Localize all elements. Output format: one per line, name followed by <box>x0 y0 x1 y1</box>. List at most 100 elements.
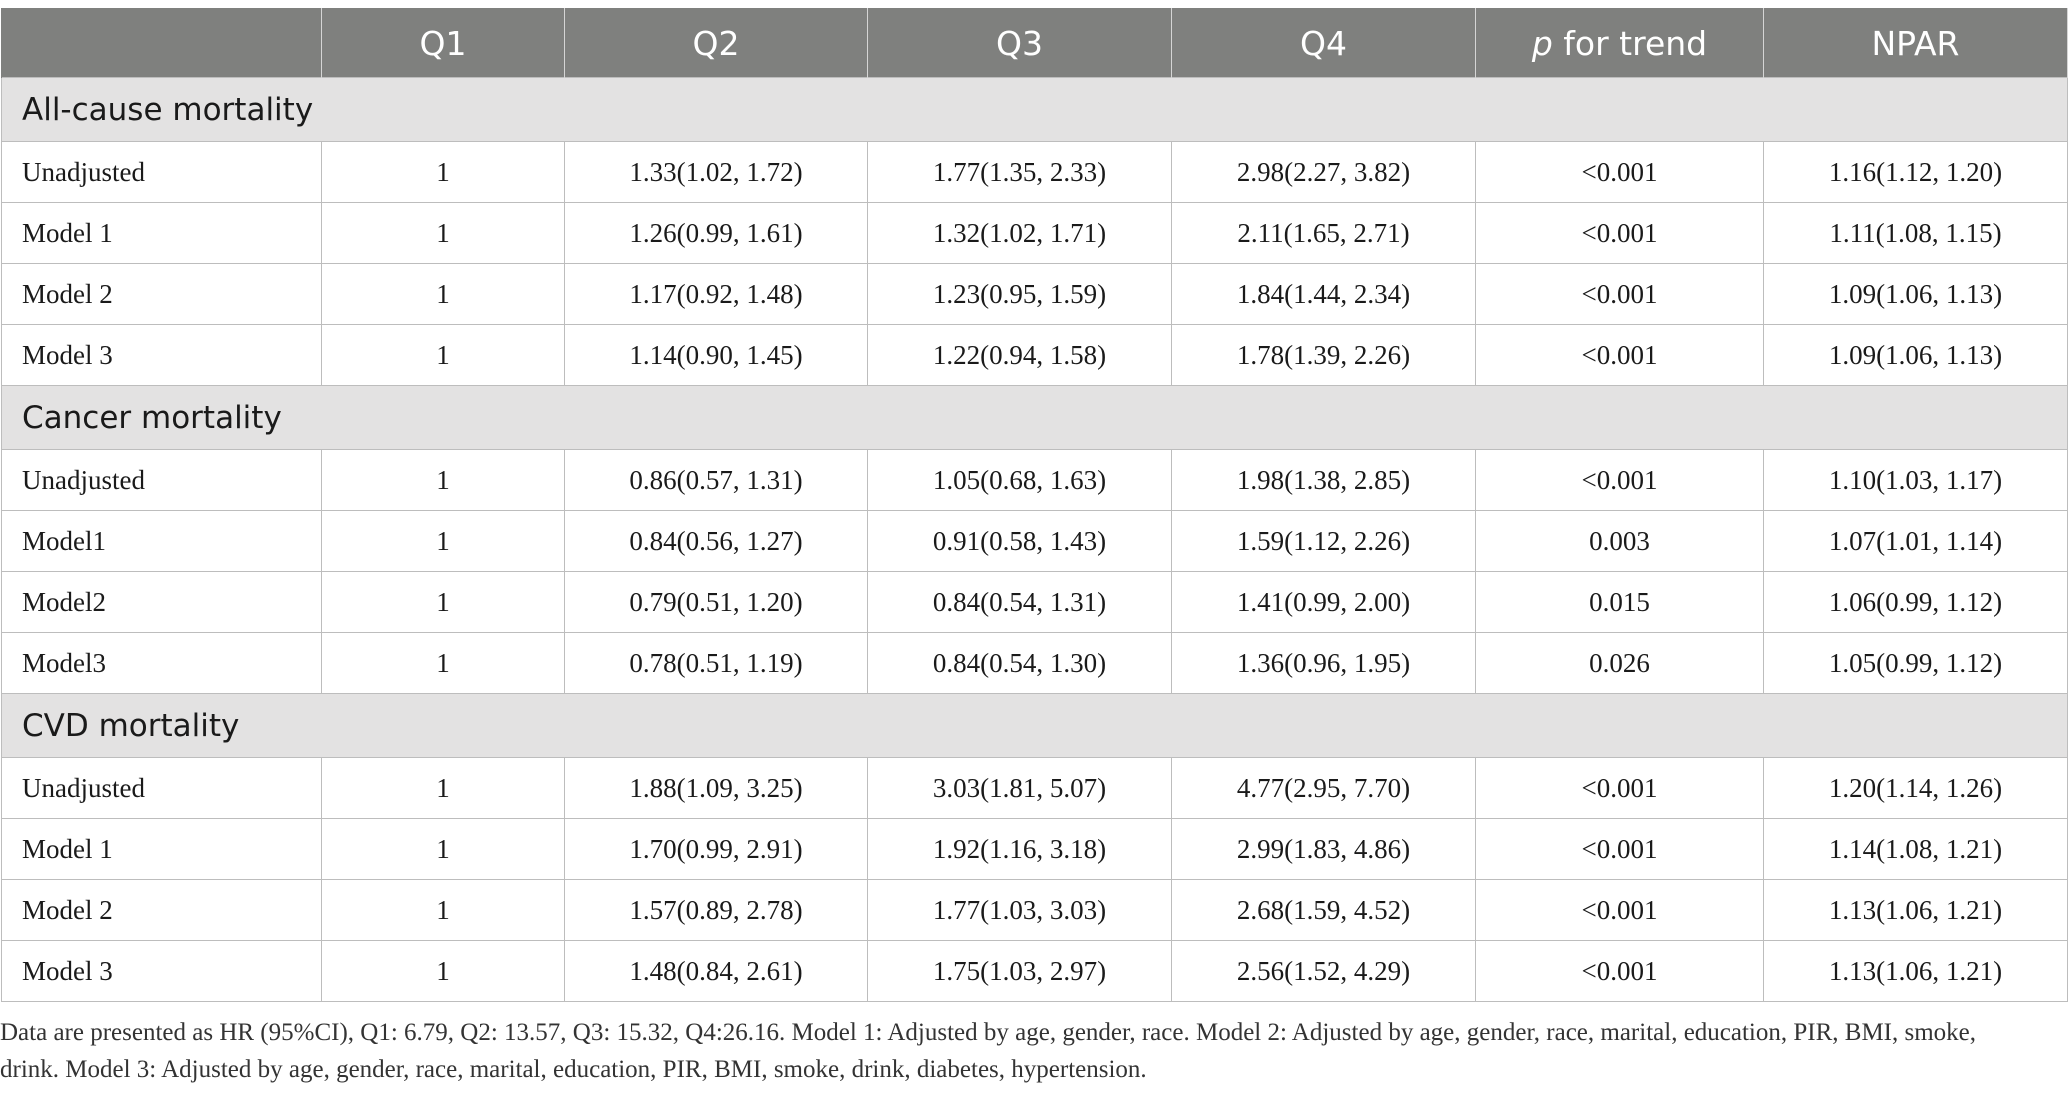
table-row: Model 1 1 1.26(0.99, 1.61) 1.32(1.02, 1.71)… <box>1 202 2068 264</box>
cell-q3: 1.32(1.02, 1.71) <box>867 202 1172 264</box>
section-header-row: CVD mortality <box>1 693 2068 758</box>
cell-q1: 1 <box>321 263 565 325</box>
table-row: Model2 1 0.79(0.51, 1.20) 0.84(0.54, 1.31) 1… <box>1 571 2068 633</box>
cell-p-for-trend: <0.001 <box>1475 263 1764 325</box>
cell-q3: 0.84(0.54, 1.30) <box>867 632 1172 694</box>
header-row: Q1 Q2 Q3 Q4 p for trend NPAR <box>1 8 2068 78</box>
cell-p-for-trend: <0.001 <box>1475 940 1764 1002</box>
cell-q2: 1.17(0.92, 1.48) <box>564 263 868 325</box>
cell-q2: 0.86(0.57, 1.31) <box>564 449 868 511</box>
cell-q1: 1 <box>321 510 565 572</box>
section-title: All-cause mortality <box>1 77 2068 142</box>
cell-npar: 1.20(1.14, 1.26) <box>1763 757 2068 819</box>
cell-label: Model 1 <box>1 818 322 880</box>
table-row: Model 1 1 1.70(0.99, 2.91) 1.92(1.16, 3.18)… <box>1 818 2068 880</box>
cell-npar: 1.05(0.99, 1.12) <box>1763 632 2068 694</box>
table-body: All-cause mortality Unadjusted 1 1.33(1.02,… <box>1 77 2068 1002</box>
table-row: Unadjusted 1 1.33(1.02, 1.72) 1.77(1.35, 2.… <box>1 141 2068 203</box>
cell-p-for-trend: <0.001 <box>1475 202 1764 264</box>
cell-p-for-trend: <0.001 <box>1475 818 1764 880</box>
table-row: Model3 1 0.78(0.51, 1.19) 0.84(0.54, 1.30) 1… <box>1 632 2068 694</box>
header-cell-label <box>1 8 322 78</box>
header-cell-q2: Q2 <box>564 8 868 78</box>
cell-q4: 1.41(0.99, 2.00) <box>1171 571 1476 633</box>
table-row: Unadjusted 1 0.86(0.57, 1.31) 1.05(0.68, 1.… <box>1 449 2068 511</box>
cell-q1: 1 <box>321 141 565 203</box>
cell-p-for-trend: <0.001 <box>1475 757 1764 819</box>
section-header-row: Cancer mortality <box>1 385 2068 450</box>
cell-q4: 1.36(0.96, 1.95) <box>1171 632 1476 694</box>
cell-npar: 1.16(1.12, 1.20) <box>1763 141 2068 203</box>
cell-q3: 1.92(1.16, 3.18) <box>867 818 1172 880</box>
table-row: Unadjusted 1 1.88(1.09, 3.25) 3.03(1.81, 5.… <box>1 757 2068 819</box>
cell-q2: 0.84(0.56, 1.27) <box>564 510 868 572</box>
cell-q2: 1.14(0.90, 1.45) <box>564 324 868 386</box>
cell-q2: 1.26(0.99, 1.61) <box>564 202 868 264</box>
cell-q3: 1.23(0.95, 1.59) <box>867 263 1172 325</box>
cell-q4: 2.56(1.52, 4.29) <box>1171 940 1476 1002</box>
for-trend-text: for trend <box>1552 23 1708 63</box>
cell-q4: 2.99(1.83, 4.86) <box>1171 818 1476 880</box>
cell-q1: 1 <box>321 940 565 1002</box>
cell-label: Unadjusted <box>1 757 322 819</box>
cell-p-for-trend: <0.001 <box>1475 324 1764 386</box>
cell-p-for-trend: 0.026 <box>1475 632 1764 694</box>
cell-label: Model2 <box>1 571 322 633</box>
cell-q3: 1.77(1.03, 3.03) <box>867 879 1172 941</box>
table-footnote: Data are presented as HR (95%CI), Q1: 6.… <box>0 1019 1977 1083</box>
cell-q1: 1 <box>321 632 565 694</box>
cell-label: Unadjusted <box>1 141 322 203</box>
cell-npar: 1.13(1.06, 1.21) <box>1763 879 2068 941</box>
cell-q4: 1.98(1.38, 2.85) <box>1171 449 1476 511</box>
section-header-row: All-cause mortality <box>1 77 2068 142</box>
header-cell-p-for-trend: p for trend <box>1475 8 1764 78</box>
mortality-table: Q1 Q2 Q3 Q4 p for trend NPAR All-cause m… <box>1 8 2068 1002</box>
cell-q4: 1.59(1.12, 2.26) <box>1171 510 1476 572</box>
cell-q3: 0.84(0.54, 1.31) <box>867 571 1172 633</box>
cell-q2: 1.57(0.89, 2.78) <box>564 879 868 941</box>
cell-q1: 1 <box>321 818 565 880</box>
cell-q4: 2.68(1.59, 4.52) <box>1171 879 1476 941</box>
section-title: CVD mortality <box>1 693 2068 758</box>
cell-q3: 1.22(0.94, 1.58) <box>867 324 1172 386</box>
cell-label: Model 2 <box>1 263 322 325</box>
header-cell-npar: NPAR <box>1763 8 2068 78</box>
cell-q1: 1 <box>321 757 565 819</box>
cell-q1: 1 <box>321 202 565 264</box>
cell-p-for-trend: <0.001 <box>1475 141 1764 203</box>
cell-label: Model 1 <box>1 202 322 264</box>
header-cell-q4: Q4 <box>1171 8 1476 78</box>
cell-q3: 1.05(0.68, 1.63) <box>867 449 1172 511</box>
cell-npar: 1.10(1.03, 1.17) <box>1763 449 2068 511</box>
cell-p-for-trend: 0.003 <box>1475 510 1764 572</box>
cell-p-for-trend: 0.015 <box>1475 571 1764 633</box>
section-title: Cancer mortality <box>1 385 2068 450</box>
table-wrapper: Q1 Q2 Q3 Q4 p for trend NPAR All-cause m… <box>0 8 2068 1002</box>
cell-label: Unadjusted <box>1 449 322 511</box>
cell-label: Model1 <box>1 510 322 572</box>
cell-q3: 1.77(1.35, 2.33) <box>867 141 1172 203</box>
cell-label: Model 3 <box>1 324 322 386</box>
cell-npar: 1.06(0.99, 1.12) <box>1763 571 2068 633</box>
cell-label: Model 2 <box>1 879 322 941</box>
cell-npar: 1.14(1.08, 1.21) <box>1763 818 2068 880</box>
cell-q4: 1.78(1.39, 2.26) <box>1171 324 1476 386</box>
cell-q1: 1 <box>321 571 565 633</box>
cell-q1: 1 <box>321 449 565 511</box>
table-row: Model 2 1 1.57(0.89, 2.78) 1.77(1.03, 3.03)… <box>1 879 2068 941</box>
cell-label: Model3 <box>1 632 322 694</box>
cell-q2: 1.70(0.99, 2.91) <box>564 818 868 880</box>
header-cell-q1: Q1 <box>321 8 565 78</box>
cell-q3: 1.75(1.03, 2.97) <box>867 940 1172 1002</box>
table-row: Model1 1 0.84(0.56, 1.27) 0.91(0.58, 1.43) 1… <box>1 510 2068 572</box>
cell-npar: 1.13(1.06, 1.21) <box>1763 940 2068 1002</box>
cell-q2: 0.78(0.51, 1.19) <box>564 632 868 694</box>
cell-q4: 4.77(2.95, 7.70) <box>1171 757 1476 819</box>
table-row: Model 3 1 1.14(0.90, 1.45) 1.22(0.94, 1.58)… <box>1 324 2068 386</box>
cell-npar: 1.09(1.06, 1.13) <box>1763 263 2068 325</box>
cell-q4: 1.84(1.44, 2.34) <box>1171 263 1476 325</box>
cell-npar: 1.09(1.06, 1.13) <box>1763 324 2068 386</box>
cell-q1: 1 <box>321 324 565 386</box>
cell-p-for-trend: <0.001 <box>1475 449 1764 511</box>
cell-q2: 0.79(0.51, 1.20) <box>564 571 868 633</box>
